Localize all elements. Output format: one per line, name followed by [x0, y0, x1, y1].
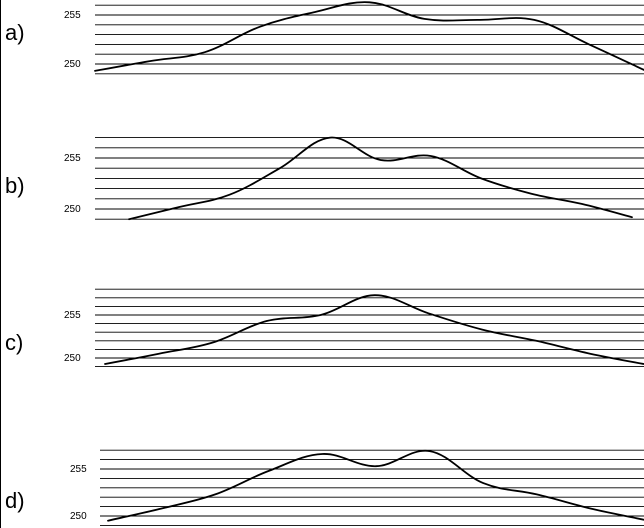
panel-d: d) 250 255: [5, 449, 644, 526]
panel-a-tick-label: 250: [64, 59, 81, 70]
panel-b-ticks: 250 255: [64, 153, 81, 215]
panel-label-d: d): [5, 488, 25, 513]
panel-a-tick-label: 255: [64, 10, 81, 21]
panel-a-ticks: 250 255: [64, 10, 81, 70]
panel-d-tick-label: 255: [70, 464, 87, 475]
panel-d-ticks: 250 255: [70, 464, 87, 522]
panel-c-tick-label: 250: [64, 353, 81, 364]
panel-label-c: c): [5, 330, 23, 355]
panel-a-curve: [94, 1, 644, 72]
panel-c-curve: [104, 294, 644, 365]
panel-b-grid: [95, 137, 644, 220]
panel-b-tick-label: 255: [64, 153, 81, 164]
panel-b-tick-label: 250: [64, 204, 81, 215]
panel-d-grid: [100, 449, 644, 526]
panel-label-b: b): [5, 173, 25, 198]
panel-c-ticks: 250 255: [64, 310, 81, 364]
panel-c-tick-label: 255: [64, 310, 81, 321]
panel-label-a: a): [5, 20, 25, 45]
panel-c: c) 250 255: [5, 288, 644, 368]
panel-d-curve: [107, 449, 644, 522]
panel-b: b) 250 255: [5, 136, 644, 221]
panel-a: a) 250 255: [5, 1, 644, 75]
panel-a-grid: [95, 4, 644, 75]
panel-b-curve: [128, 136, 633, 221]
panel-d-tick-label: 250: [70, 511, 87, 522]
panel-c-grid: [95, 288, 644, 368]
